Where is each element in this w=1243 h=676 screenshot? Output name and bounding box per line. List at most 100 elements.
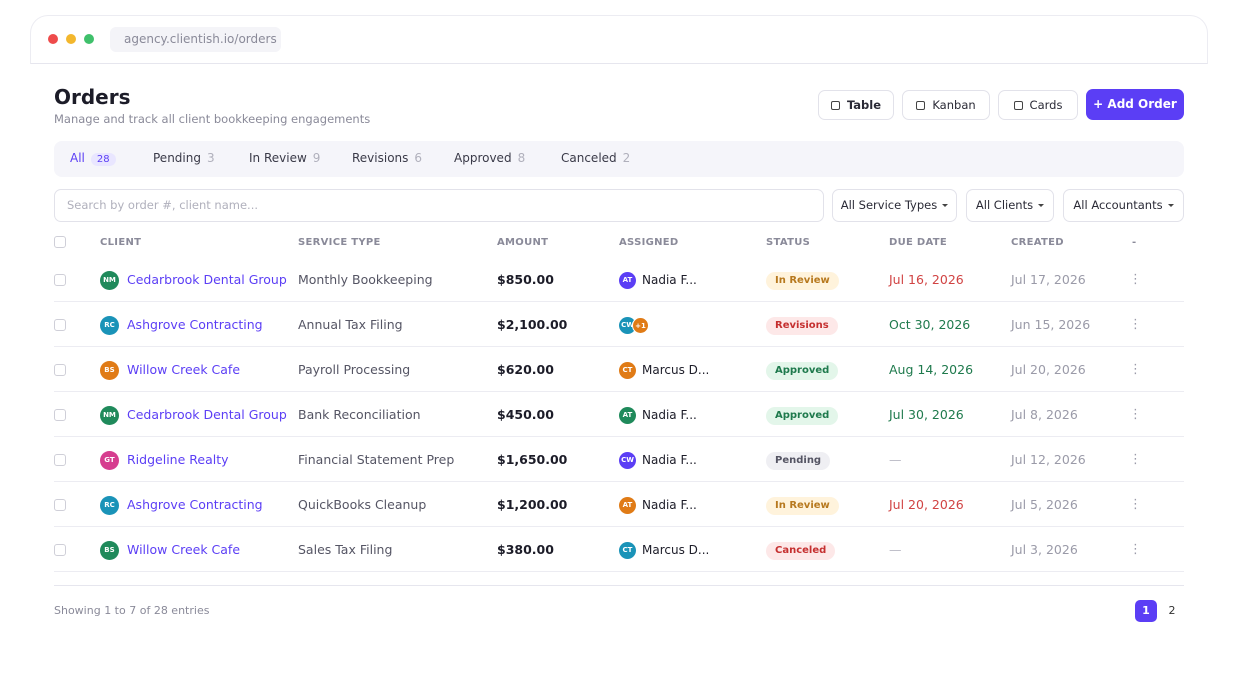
due-date: Aug 14, 2026 [889, 362, 974, 377]
assignee-avatar: CW [619, 317, 636, 334]
assignee-avatar: CW [619, 452, 636, 469]
row-menu[interactable]: ⋮ [1129, 407, 1142, 422]
table-row[interactable]: NM Cedarbrook Dental Group Bank Reconcilia… [54, 392, 1184, 437]
add-order-button[interactable]: + Add Order [1086, 89, 1184, 120]
tab-label: In Review [249, 151, 307, 165]
amount: $1,200.00 [497, 497, 568, 512]
tab-count: 8 [517, 151, 526, 165]
tab[interactable]: All 28 [70, 151, 116, 166]
amount: $620.00 [497, 362, 554, 377]
close-dot[interactable] [48, 34, 58, 44]
assignee-avatar: AT [619, 407, 636, 424]
assigned-cell: CT Marcus D... [619, 527, 709, 572]
table-row[interactable]: RC Ashgrove Contracting Annual Tax Filing $… [54, 302, 1184, 347]
table-row[interactable]: GT Ridgeline Realty Financial Statement Pr… [54, 437, 1184, 482]
tab-count: 3 [206, 151, 215, 165]
table-row[interactable]: NM Cedarbrook Dental Group Monthly Bookkee… [54, 257, 1184, 302]
table-row[interactable]: RC Ashgrove Contracting QuickBooks Cleanup… [54, 482, 1184, 527]
minimize-dot[interactable] [66, 34, 76, 44]
client-name: Cedarbrook Dental Group [127, 407, 287, 422]
client-cell: BS Willow Creek Cafe [100, 527, 240, 572]
assigned-cell: CW Nadia F... [619, 437, 697, 482]
page-subtitle: Manage and track all client bookkeeping … [54, 112, 371, 126]
status-badge: Approved [766, 406, 839, 425]
client-avatar: BS [100, 541, 119, 560]
label: Kanban [932, 98, 976, 112]
status-cell: In Review [766, 257, 839, 302]
service-type: QuickBooks Cleanup [298, 497, 427, 512]
status-cell: Revisions [766, 302, 838, 347]
maximize-dot[interactable] [84, 34, 94, 44]
filter-dropdown[interactable]: All Accountants [1063, 189, 1184, 222]
client-avatar: BS [100, 361, 119, 380]
tab[interactable]: Pending 3 [153, 151, 215, 165]
client-avatar: GT [100, 451, 119, 470]
url-bar[interactable]: agency.clientish.io/orders [110, 27, 281, 52]
tab[interactable]: In Review 9 [249, 151, 320, 165]
tab-count: 2 [622, 151, 631, 165]
due-date: Oct 30, 2026 [889, 317, 971, 332]
service-type: Payroll Processing [298, 362, 411, 377]
table-row[interactable]: BS Willow Creek Cafe Sales Tax Filing $380.… [54, 527, 1184, 572]
column-header: ASSIGNED [619, 237, 679, 248]
row-checkbox[interactable] [54, 409, 66, 421]
client-cell: RC Ashgrove Contracting [100, 302, 263, 347]
row-menu[interactable]: ⋮ [1129, 497, 1142, 512]
due-date: Jul 16, 2026 [889, 272, 964, 287]
status-badge: In Review [766, 271, 839, 290]
page-button[interactable]: 1 [1135, 600, 1157, 622]
select-all[interactable] [54, 236, 66, 248]
service-type: Sales Tax Filing [298, 542, 393, 557]
client-avatar: NM [100, 406, 119, 425]
row-checkbox[interactable] [54, 499, 66, 511]
filter-dropdown[interactable]: All Clients [966, 189, 1054, 222]
column-header: DUE DATE [889, 237, 948, 248]
client-cell: NM Cedarbrook Dental Group [100, 257, 287, 302]
table-row[interactable]: BS Willow Creek Cafe Payroll Processing $62… [54, 347, 1184, 392]
row-menu[interactable]: ⋮ [1129, 452, 1142, 467]
column-header: AMOUNT [497, 237, 549, 248]
row-menu[interactable]: ⋮ [1129, 542, 1142, 557]
view-button[interactable]: Table [818, 90, 894, 120]
created-date: Jul 8, 2026 [1011, 407, 1078, 422]
assigned-cell: CT Marcus D... [619, 347, 709, 392]
page-button[interactable]: 2 [1168, 604, 1176, 617]
client-avatar: RC [100, 316, 119, 335]
assigned-cell: CW+1 [619, 302, 649, 347]
row-checkbox[interactable] [54, 454, 66, 466]
row-checkbox[interactable] [54, 544, 66, 556]
row-menu[interactable]: ⋮ [1129, 272, 1142, 287]
tab-label: Revisions [352, 151, 409, 165]
divider [54, 585, 1184, 586]
row-checkbox[interactable] [54, 364, 66, 376]
row-checkbox[interactable] [54, 274, 66, 286]
status-badge: Revisions [766, 316, 838, 335]
page-title: Orders [54, 85, 131, 109]
client-name: Ashgrove Contracting [127, 497, 263, 512]
column-header: STATUS [766, 237, 811, 248]
due-date: — [889, 542, 902, 557]
view-button[interactable]: Cards [998, 90, 1078, 120]
tab-count: 9 [312, 151, 321, 165]
row-checkbox[interactable] [54, 319, 66, 331]
entries-info: Showing 1 to 7 of 28 entries [54, 604, 210, 617]
amount: $450.00 [497, 407, 554, 422]
browser-bar [30, 15, 1208, 64]
tab-count: 6 [414, 151, 423, 165]
column-header: - [1132, 237, 1137, 248]
tab[interactable]: Canceled 2 [561, 151, 630, 165]
filter-dropdown[interactable]: All Service Types [832, 189, 957, 222]
assignee-avatar: CT [619, 362, 636, 379]
row-menu[interactable]: ⋮ [1129, 317, 1142, 332]
view-button[interactable]: Kanban [902, 90, 990, 120]
tab[interactable]: Revisions 6 [352, 151, 422, 165]
row-menu[interactable]: ⋮ [1129, 362, 1142, 377]
created-date: Jul 12, 2026 [1011, 452, 1086, 467]
tab[interactable]: Approved 8 [454, 151, 525, 165]
label: Table [846, 98, 882, 112]
assignee-name: Nadia F... [642, 273, 697, 287]
assignee-name: Nadia F... [642, 498, 697, 512]
assignee-name: Marcus D... [642, 363, 710, 377]
search-input[interactable]: Search by order #, client name... [54, 189, 824, 222]
assignee-name: Nadia F... [642, 408, 697, 422]
